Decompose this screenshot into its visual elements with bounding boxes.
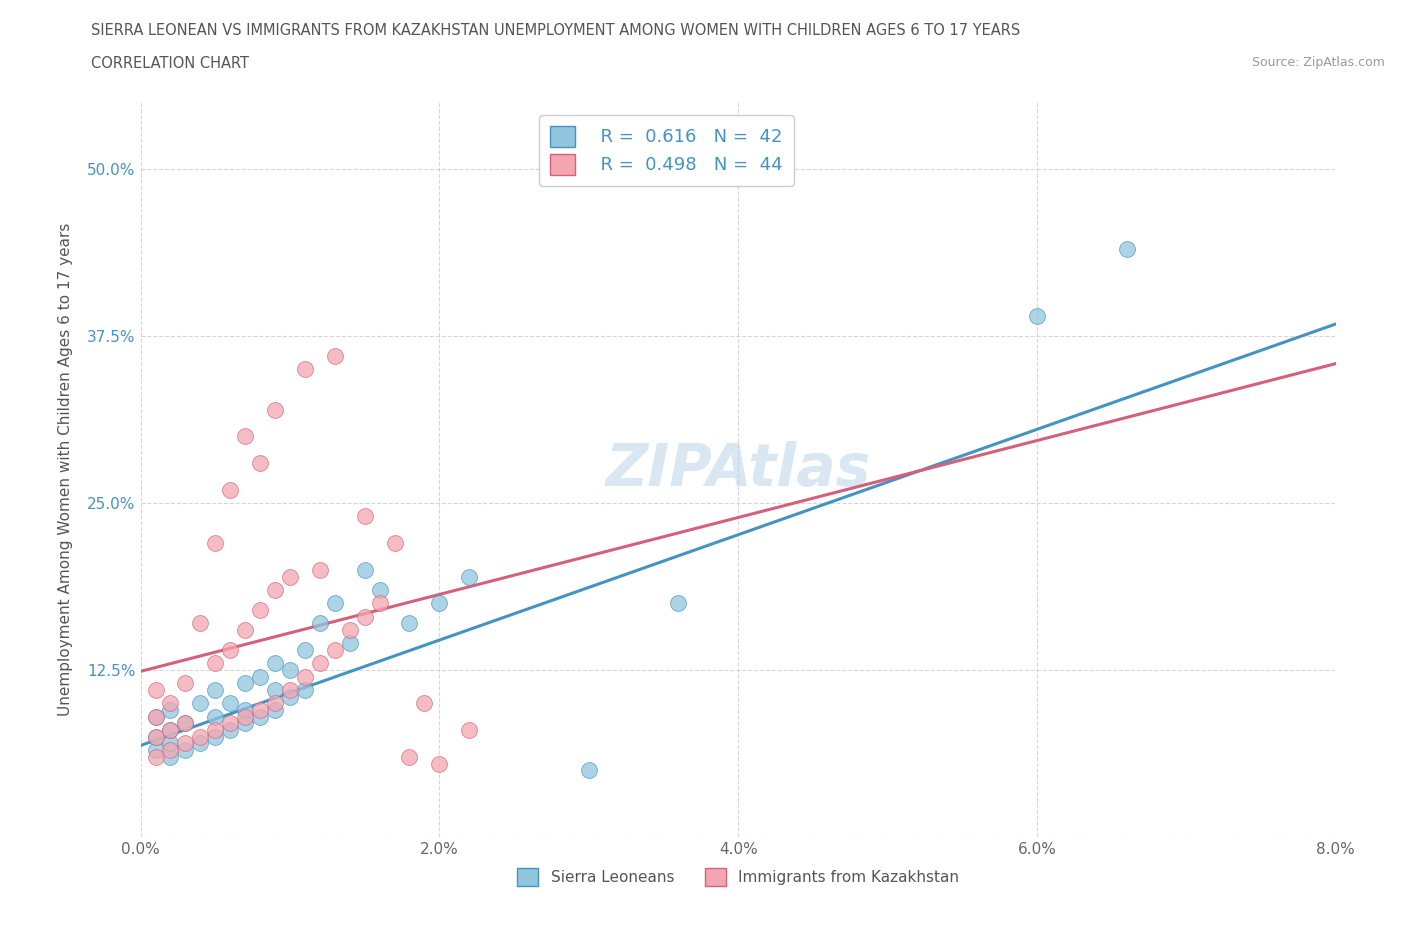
Point: [264, 703, 287, 718]
Point: [323, 349, 346, 364]
Point: [368, 596, 391, 611]
Point: [159, 696, 181, 711]
Point: [323, 643, 346, 658]
Point: [294, 670, 316, 684]
Point: [159, 723, 181, 737]
Point: [398, 616, 420, 631]
Point: [384, 536, 406, 551]
Point: [458, 723, 481, 737]
Point: [413, 696, 436, 711]
Point: [188, 616, 212, 631]
Point: [188, 736, 212, 751]
Point: [159, 743, 181, 758]
Point: [353, 609, 375, 624]
Point: [1115, 242, 1137, 257]
Point: [668, 596, 690, 611]
Y-axis label: Unemployment Among Women with Children Ages 6 to 17 years: Unemployment Among Women with Children A…: [59, 223, 73, 716]
Point: [458, 569, 481, 584]
Point: [278, 569, 301, 584]
Point: [278, 683, 301, 698]
Point: [174, 676, 197, 691]
Point: [159, 736, 181, 751]
Point: [249, 603, 271, 618]
Point: [294, 683, 316, 698]
Point: [353, 563, 375, 578]
Text: CORRELATION CHART: CORRELATION CHART: [91, 56, 249, 71]
Text: ZIPAtlas: ZIPAtlas: [606, 441, 870, 498]
Point: [204, 723, 226, 737]
Point: [278, 662, 301, 677]
Point: [174, 743, 197, 758]
Point: [264, 402, 287, 417]
Point: [368, 582, 391, 597]
Point: [623, 890, 645, 905]
Point: [159, 703, 181, 718]
Point: [233, 676, 256, 691]
Point: [264, 683, 287, 698]
Point: [188, 729, 212, 744]
Point: [145, 743, 167, 758]
Point: [249, 670, 271, 684]
Point: [174, 736, 197, 751]
Point: [249, 703, 271, 718]
Point: [233, 429, 256, 444]
Point: [204, 729, 226, 744]
Point: [398, 750, 420, 764]
Point: [219, 483, 242, 498]
Text: Source: ZipAtlas.com: Source: ZipAtlas.com: [1251, 56, 1385, 69]
Point: [145, 750, 167, 764]
Point: [145, 710, 167, 724]
Point: [159, 750, 181, 764]
Text: SIERRA LEONEAN VS IMMIGRANTS FROM KAZAKHSTAN UNEMPLOYMENT AMONG WOMEN WITH CHILD: SIERRA LEONEAN VS IMMIGRANTS FROM KAZAKH…: [91, 23, 1021, 38]
Point: [219, 716, 242, 731]
Point: [309, 656, 332, 671]
Point: [503, 876, 526, 891]
Point: [219, 696, 242, 711]
Point: [204, 710, 226, 724]
Point: [233, 710, 256, 724]
Legend: Sierra Leoneans, Immigrants from Kazakhstan: Sierra Leoneans, Immigrants from Kazakhs…: [510, 862, 966, 892]
Point: [233, 716, 256, 731]
Point: [294, 362, 316, 377]
Point: [323, 596, 346, 611]
Point: [233, 622, 256, 637]
Point: [339, 622, 361, 637]
Point: [309, 563, 332, 578]
Point: [578, 763, 600, 777]
Point: [219, 643, 242, 658]
Point: [249, 710, 271, 724]
Point: [219, 723, 242, 737]
Point: [278, 689, 301, 704]
Point: [353, 509, 375, 524]
Point: [264, 656, 287, 671]
Point: [427, 596, 450, 611]
Point: [264, 696, 287, 711]
Point: [145, 710, 167, 724]
Point: [294, 643, 316, 658]
Point: [233, 703, 256, 718]
Point: [249, 456, 271, 471]
Point: [145, 683, 167, 698]
Point: [188, 696, 212, 711]
Point: [204, 683, 226, 698]
Point: [145, 729, 167, 744]
Point: [264, 582, 287, 597]
Point: [174, 716, 197, 731]
Point: [1026, 309, 1049, 324]
Point: [339, 636, 361, 651]
Point: [309, 616, 332, 631]
Point: [174, 716, 197, 731]
Point: [145, 729, 167, 744]
Point: [204, 656, 226, 671]
Point: [427, 756, 450, 771]
Point: [159, 723, 181, 737]
Point: [204, 536, 226, 551]
